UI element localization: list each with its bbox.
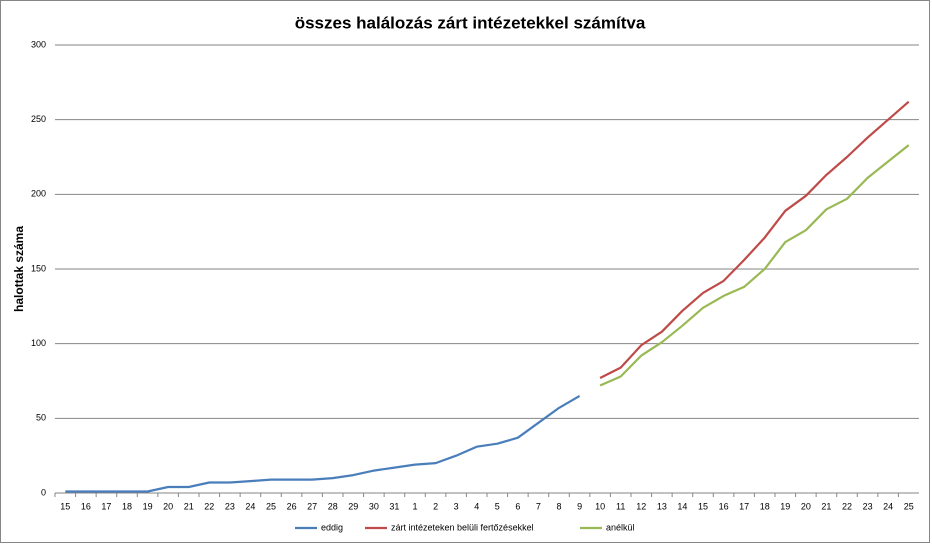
y-axis-label: halottak száma [12,226,26,312]
x-tick-label: 5 [495,501,500,511]
x-tick-label: 15 [698,501,708,511]
y-tick-label: 0 [41,487,46,497]
x-tick-label: 18 [760,501,770,511]
x-tick-label: 4 [474,501,479,511]
x-tick-label: 29 [348,501,358,511]
x-tick-label: 7 [536,501,541,511]
x-tick-label: 1 [412,501,417,511]
chart-title: összes halálozás zárt intézetekkel számí… [295,13,646,32]
x-tick-label: 3 [454,501,459,511]
x-tick-label: 15 [60,501,70,511]
y-tick-label: 50 [36,413,46,423]
y-tick-label: 150 [31,263,46,273]
x-tick-label: 2 [433,501,438,511]
x-tick-label: 18 [122,501,132,511]
line-series [599,144,910,387]
x-tick-label: 22 [204,501,214,511]
x-tick-label: 8 [556,501,561,511]
x-tick-label: 19 [780,501,790,511]
y-tick-label: 100 [31,338,46,348]
y-tick-label: 300 [31,39,46,49]
x-tick-label: 11 [616,501,625,511]
x-tick-label: 31 [389,501,399,511]
x-tick-label: 23 [863,501,873,511]
x-tick-label: 12 [636,501,646,511]
legend-label: eddig [321,522,343,532]
x-tick-label: 19 [143,501,153,511]
x-tick-label: 14 [677,501,687,511]
x-tick-label: 20 [163,501,173,511]
x-tick-label: 6 [515,501,520,511]
x-tick-label: 21 [184,501,194,511]
x-tick-label: 20 [801,501,811,511]
x-tick-label: 25 [266,501,276,511]
line-series [599,100,910,379]
x-tick-label: 17 [739,501,749,511]
x-tick-label: 21 [821,501,831,511]
x-tick-label: 25 [904,501,914,511]
y-tick-label: 250 [31,114,46,124]
x-tick-label: 22 [842,501,852,511]
x-tick-label: 13 [657,501,667,511]
x-tick-label: 27 [307,501,317,511]
x-tick-label: 28 [328,501,338,511]
legend-label: anélkül [606,522,635,532]
line-series [65,394,581,493]
x-tick-label: 9 [577,501,582,511]
x-tick-label: 16 [81,501,91,511]
x-tick-label: 30 [369,501,379,511]
x-tick-label: 23 [225,501,235,511]
x-tick-label: 17 [101,501,111,511]
x-tick-label: 16 [719,501,729,511]
x-tick-label: 24 [245,501,255,511]
y-tick-label: 200 [31,189,46,199]
x-tick-label: 10 [595,501,605,511]
x-tick-label: 26 [287,501,297,511]
x-tick-label: 24 [883,501,893,511]
legend-label: zárt intézeteken belüli fertőzésekkel [391,522,534,532]
